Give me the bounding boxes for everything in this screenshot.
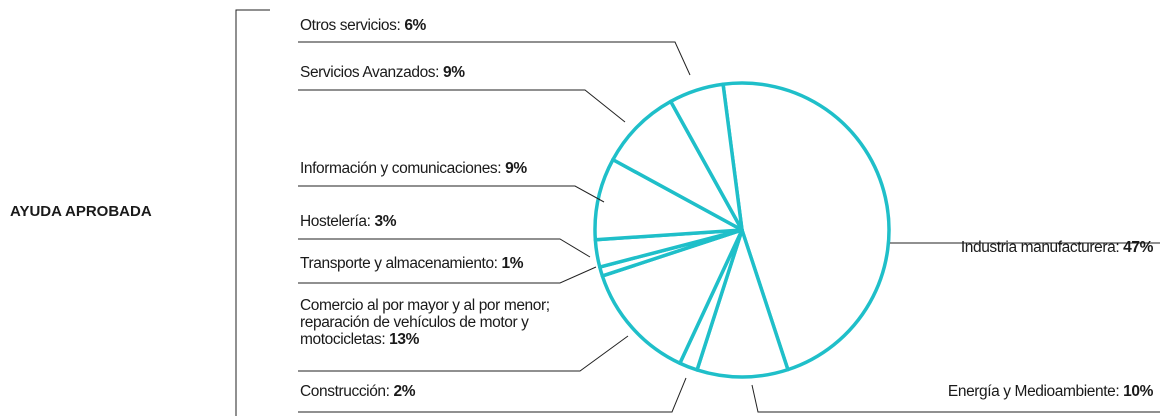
slice-label: Servicios Avanzados: 9% — [300, 64, 600, 81]
value-label: 13% — [389, 331, 419, 348]
category-name: Transporte y almacenamiento: — [300, 255, 498, 272]
category-name: Otros servicios: — [300, 17, 401, 34]
category-name: Hostelería: — [300, 213, 371, 230]
value-label: 1% — [501, 255, 524, 272]
pie-slice — [695, 228, 790, 379]
value-label: 9% — [505, 160, 527, 177]
slice-label: Hostelería: 3% — [300, 213, 600, 230]
value-label: 9% — [442, 64, 465, 81]
chart-title: AYUDA APROBADA — [10, 203, 152, 220]
slice-label: Construcción: 2% — [300, 383, 660, 400]
category-name: Servicios Avanzados: — [300, 64, 440, 81]
category-name: Industria manufacturera: — [960, 239, 1120, 256]
bracket — [235, 9, 270, 416]
category-name: Comercio al por mayor y al por menor; re… — [300, 297, 550, 348]
leader-line — [298, 377, 687, 413]
slice-label: Comercio al por mayor y al por menor; re… — [300, 297, 590, 348]
category-name: Construcción: — [300, 383, 390, 400]
value-label: 6% — [404, 17, 426, 34]
leader-line — [298, 41, 691, 76]
leader-line — [298, 335, 629, 372]
slice-label: Otros servicios: 6% — [300, 17, 700, 34]
slice-label: Información y comunicaciones: 9% — [300, 160, 600, 177]
pie-slice — [600, 228, 744, 365]
category-name: Información y comunicaciones: — [300, 160, 502, 177]
slice-label: Industria manufacturera: 47% — [853, 239, 1154, 256]
pie-slice — [668, 82, 744, 232]
leader-line — [298, 185, 605, 203]
value-label: 10% — [1123, 383, 1153, 400]
value-label: 47% — [1123, 239, 1153, 256]
leader-line — [298, 89, 626, 123]
slice-label: Transporte y almacenamiento: 1% — [300, 255, 600, 272]
value-label: 3% — [374, 213, 397, 230]
leader-line — [298, 238, 591, 258]
leader-line — [298, 266, 597, 284]
value-label: 2% — [393, 383, 416, 400]
category-name: Energía y Medioambiente: — [947, 383, 1120, 400]
leader-line — [751, 384, 1160, 413]
slice-label: Energía y Medioambiente: 10% — [853, 383, 1153, 400]
